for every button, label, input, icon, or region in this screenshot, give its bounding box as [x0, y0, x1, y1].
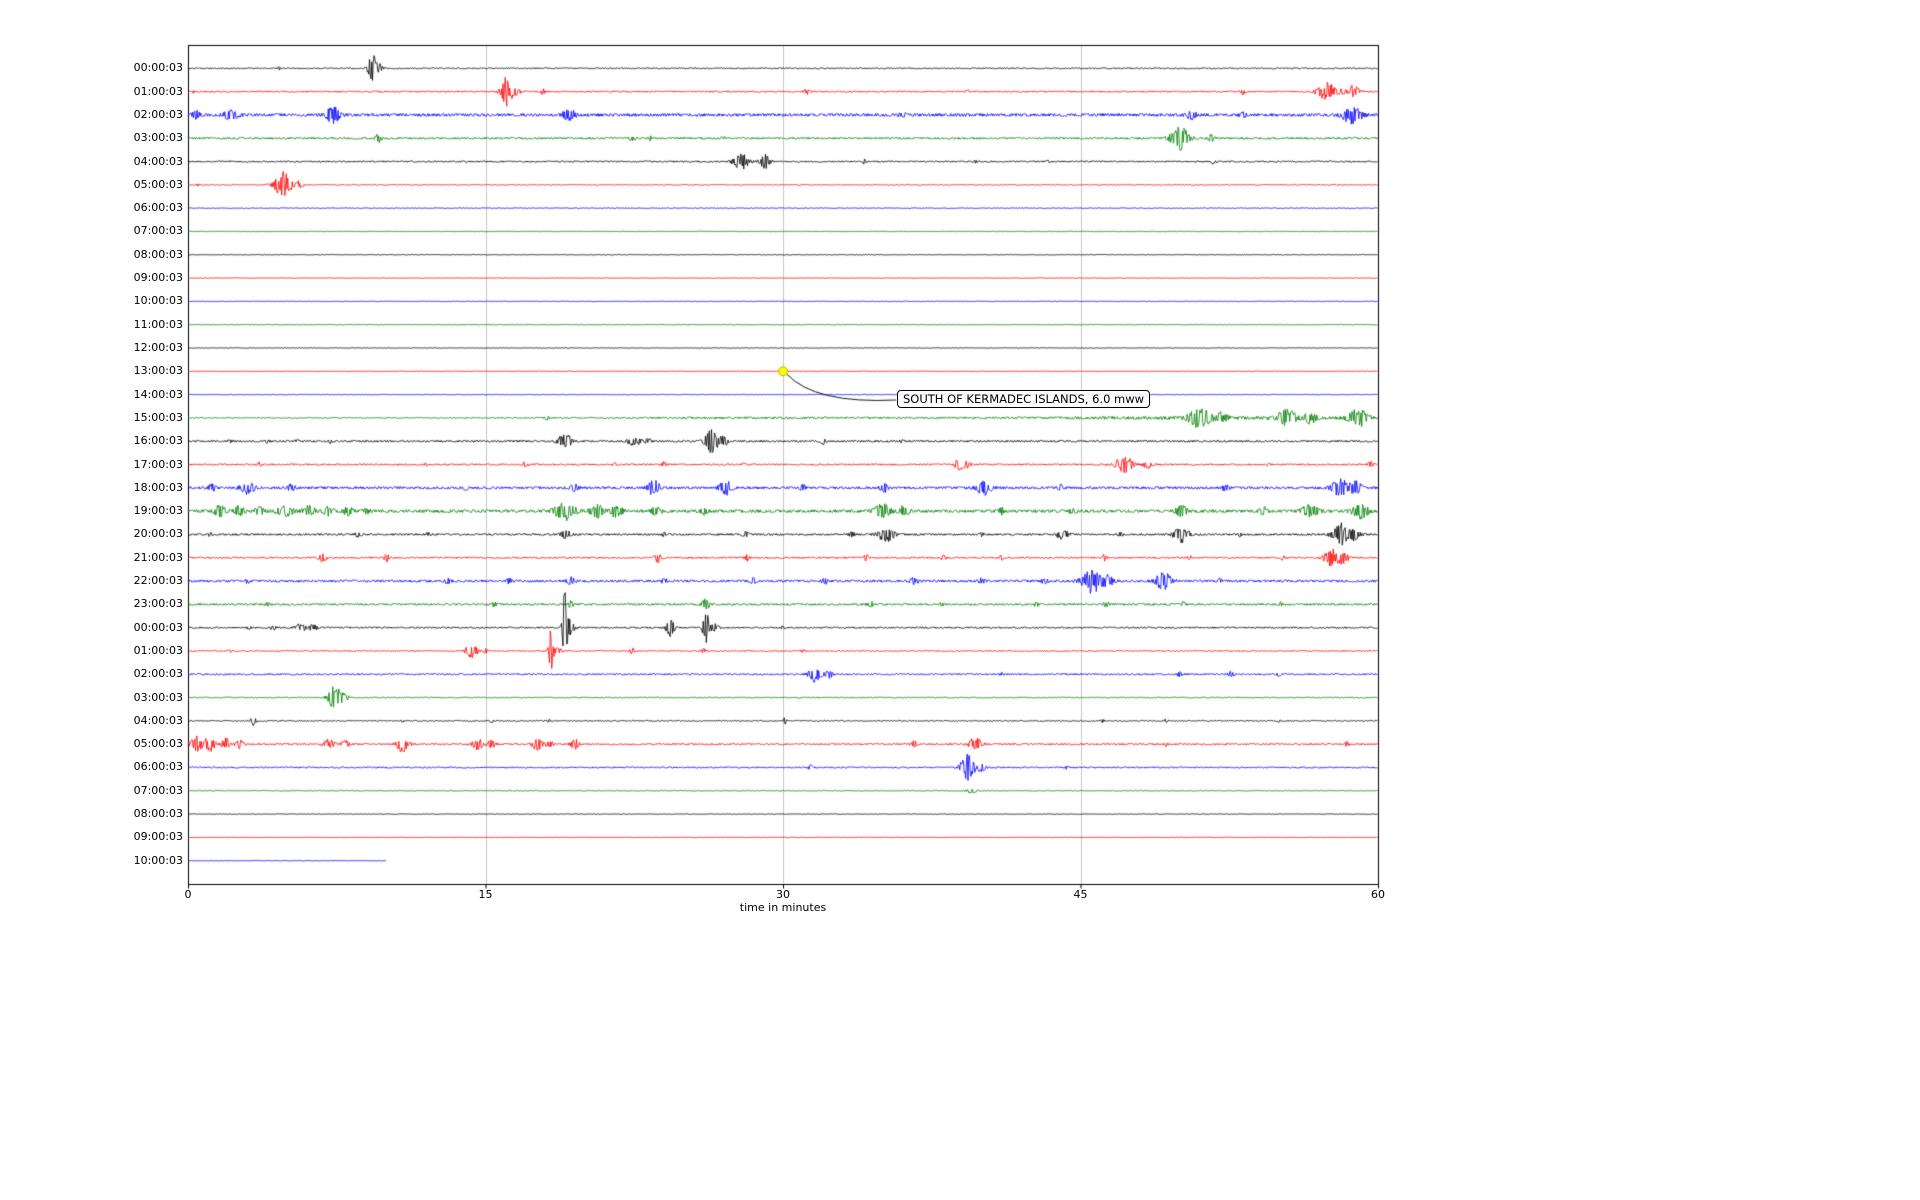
trace-row-label: 03:00:03	[133, 690, 183, 704]
trace-row-label: 10:00:03	[133, 294, 183, 308]
trace-row-label: 11:00:03	[133, 317, 183, 331]
x-tick-label: 15	[478, 888, 493, 901]
trace-row-label: 05:00:03	[133, 737, 183, 751]
x-tick-label: 30	[776, 888, 790, 901]
trace-row-label: 00:00:03	[133, 620, 183, 634]
trace-row-label: 10:00:03	[133, 853, 183, 867]
trace-row-label: 06:00:03	[133, 201, 183, 215]
trace-row-label: 23:00:03	[133, 597, 183, 611]
earthquake-annotation-label: SOUTH OF KERMADEC ISLANDS, 6.0 mww	[897, 390, 1151, 408]
trace-row-label: 08:00:03	[133, 807, 183, 821]
trace-row-label: 02:00:03	[133, 667, 183, 681]
x-tick-label: 60	[1371, 888, 1385, 901]
x-tick-label: 0	[184, 888, 192, 901]
trace-row-label: 04:00:03	[133, 713, 183, 727]
trace-row-label: 08:00:03	[133, 247, 183, 261]
x-axis-label: time in minutes	[739, 901, 827, 914]
trace-row-label: 00:00:03	[133, 61, 183, 75]
trace-row-label: 07:00:03	[133, 224, 183, 238]
trace-row-label: 07:00:03	[133, 783, 183, 797]
trace-row-label: 13:00:03	[133, 364, 183, 378]
trace-row-label: 15:00:03	[133, 410, 183, 424]
trace-row-label: 01:00:03	[133, 84, 183, 98]
trace-row-label: 21:00:03	[133, 550, 183, 564]
trace-row-label: 19:00:03	[133, 504, 183, 518]
trace-row-label: 03:00:03	[133, 131, 183, 145]
trace-row-label: 17:00:03	[133, 457, 183, 471]
trace-row-label: 02:00:03	[133, 107, 183, 121]
trace-row-label: 20:00:03	[133, 527, 183, 541]
trace-row-label: 16:00:03	[133, 434, 183, 448]
trace-row-label: 04:00:03	[133, 154, 183, 168]
trace-row-label: 09:00:03	[133, 830, 183, 844]
trace-row-label: 18:00:03	[133, 480, 183, 494]
trace-row-label: 12:00:03	[133, 340, 183, 354]
trace-row-label: 22:00:03	[133, 574, 183, 588]
x-tick-label: 45	[1073, 888, 1088, 901]
trace-row-label: 06:00:03	[133, 760, 183, 774]
trace-row-label: 09:00:03	[133, 271, 183, 285]
trace-row-label: 05:00:03	[133, 177, 183, 191]
trace-row-label: 01:00:03	[133, 643, 183, 657]
trace-row-label: 14:00:03	[133, 387, 183, 401]
